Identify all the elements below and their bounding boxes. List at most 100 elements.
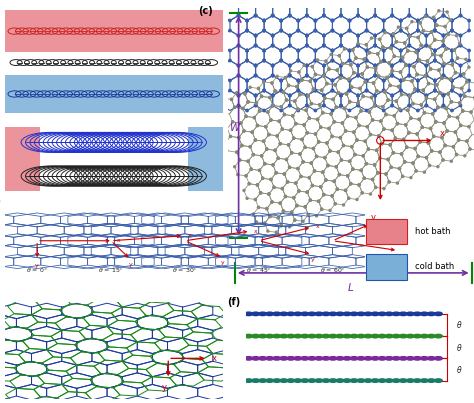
Circle shape	[331, 89, 334, 92]
Circle shape	[441, 137, 443, 139]
Circle shape	[365, 59, 368, 62]
Circle shape	[272, 64, 274, 67]
Circle shape	[273, 334, 281, 338]
Circle shape	[341, 62, 344, 64]
Circle shape	[262, 177, 264, 179]
Circle shape	[374, 104, 376, 107]
Circle shape	[324, 157, 326, 159]
Circle shape	[289, 94, 291, 97]
Circle shape	[378, 312, 386, 316]
Circle shape	[389, 84, 391, 86]
Circle shape	[466, 140, 468, 142]
Circle shape	[374, 67, 377, 69]
Circle shape	[462, 110, 464, 112]
Circle shape	[348, 197, 350, 199]
Circle shape	[260, 192, 262, 194]
Circle shape	[345, 130, 346, 132]
Circle shape	[266, 208, 268, 210]
Circle shape	[293, 137, 295, 139]
Circle shape	[373, 82, 374, 84]
Circle shape	[353, 131, 355, 133]
Circle shape	[374, 186, 377, 188]
Circle shape	[408, 94, 410, 97]
Circle shape	[390, 48, 392, 50]
Circle shape	[406, 312, 414, 316]
Circle shape	[263, 89, 265, 92]
Circle shape	[275, 172, 277, 174]
Circle shape	[323, 34, 325, 37]
Circle shape	[276, 75, 278, 77]
Circle shape	[434, 49, 436, 52]
Circle shape	[280, 59, 283, 62]
Circle shape	[263, 19, 265, 22]
Circle shape	[237, 64, 240, 67]
Circle shape	[391, 129, 393, 131]
Circle shape	[435, 357, 442, 360]
Circle shape	[408, 34, 410, 37]
Circle shape	[289, 15, 291, 17]
Circle shape	[323, 64, 325, 67]
Circle shape	[272, 104, 274, 106]
Circle shape	[318, 200, 319, 202]
Circle shape	[335, 166, 337, 168]
Circle shape	[270, 119, 272, 121]
Circle shape	[336, 188, 338, 190]
Circle shape	[364, 81, 366, 83]
Circle shape	[428, 83, 429, 85]
Circle shape	[442, 44, 445, 47]
Text: y: y	[35, 263, 39, 268]
Circle shape	[357, 34, 359, 37]
Circle shape	[391, 44, 393, 47]
Circle shape	[280, 49, 283, 52]
Circle shape	[276, 135, 278, 137]
Circle shape	[321, 89, 323, 91]
Circle shape	[349, 101, 351, 103]
Circle shape	[395, 41, 397, 43]
Circle shape	[421, 126, 423, 128]
Circle shape	[350, 183, 352, 185]
Circle shape	[267, 111, 269, 113]
Circle shape	[357, 44, 359, 47]
Text: x: x	[117, 238, 120, 243]
Circle shape	[325, 179, 327, 181]
Circle shape	[255, 34, 257, 37]
Circle shape	[363, 177, 365, 179]
Circle shape	[428, 312, 435, 316]
Circle shape	[297, 89, 300, 92]
Circle shape	[419, 22, 421, 24]
Circle shape	[417, 59, 419, 62]
Circle shape	[429, 68, 432, 70]
Circle shape	[358, 125, 360, 127]
Circle shape	[280, 357, 288, 360]
Circle shape	[307, 95, 309, 97]
Circle shape	[371, 97, 373, 99]
Circle shape	[308, 312, 316, 316]
Circle shape	[310, 80, 311, 82]
Circle shape	[263, 79, 265, 82]
Circle shape	[391, 70, 393, 72]
Circle shape	[351, 145, 353, 148]
Circle shape	[245, 334, 253, 338]
Circle shape	[282, 187, 283, 189]
Circle shape	[362, 155, 364, 157]
Bar	[188, 127, 223, 191]
Circle shape	[428, 46, 430, 48]
Circle shape	[374, 104, 376, 107]
Circle shape	[255, 64, 257, 67]
Circle shape	[361, 73, 363, 75]
Circle shape	[383, 79, 385, 82]
Circle shape	[357, 104, 359, 107]
Circle shape	[346, 93, 347, 95]
Circle shape	[351, 86, 353, 88]
Circle shape	[287, 312, 295, 316]
Circle shape	[266, 148, 268, 150]
Circle shape	[304, 146, 306, 148]
Circle shape	[333, 180, 335, 182]
Circle shape	[348, 19, 351, 22]
Circle shape	[289, 44, 291, 47]
Circle shape	[298, 190, 300, 192]
Circle shape	[255, 15, 257, 17]
Circle shape	[311, 185, 313, 187]
Circle shape	[444, 25, 446, 27]
Circle shape	[337, 151, 339, 153]
